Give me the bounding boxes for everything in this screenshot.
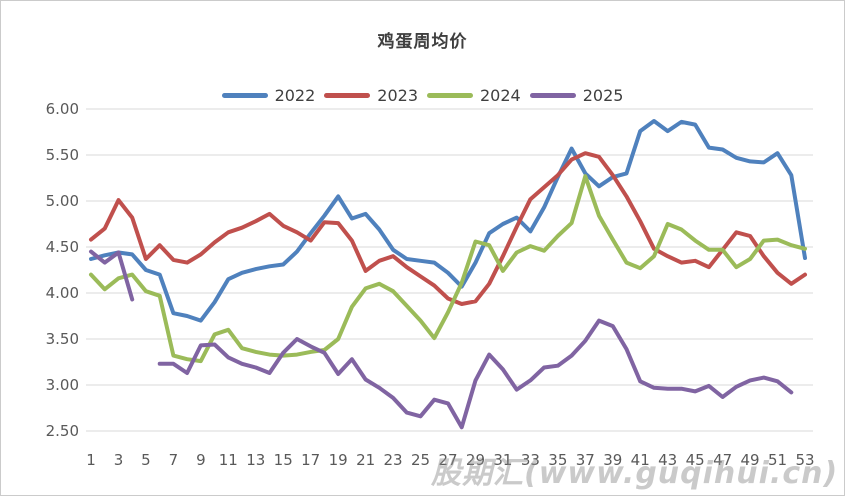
y-axis-labels: 6.00 5.50 5.00 4.50 4.00 3.50 3.00 2.50 [46, 100, 79, 440]
svg-text:5.00: 5.00 [46, 192, 79, 210]
legend-label: 2022 [274, 86, 316, 105]
svg-text:15: 15 [274, 451, 293, 469]
legend-swatch-2024 [427, 93, 473, 98]
legend: 2022 2023 2024 2025 [1, 86, 844, 105]
svg-text:3.00: 3.00 [46, 376, 79, 394]
svg-text:43: 43 [658, 451, 677, 469]
svg-text:53: 53 [795, 451, 814, 469]
svg-text:4.50: 4.50 [46, 238, 79, 256]
svg-text:33: 33 [521, 451, 540, 469]
svg-text:49: 49 [741, 451, 760, 469]
svg-text:7: 7 [169, 451, 179, 469]
legend-item: 2023 [324, 86, 418, 105]
svg-text:25: 25 [411, 451, 430, 469]
legend-swatch-2025 [529, 93, 576, 98]
series-lines [89, 119, 807, 430]
svg-text:37: 37 [576, 451, 595, 469]
svg-text:4.00: 4.00 [46, 284, 79, 302]
legend-item: 2025 [529, 86, 624, 105]
x-axis-labels: 1 3 5 7 9 11 13 15 17 19 21 23 25 27 29 31 33 35 37 39 41 43 4… [86, 451, 814, 469]
svg-text:2.50: 2.50 [46, 422, 79, 440]
chart-title: 鸡蛋周均价 [377, 32, 468, 52]
legend-label: 2024 [480, 86, 521, 105]
svg-text:9: 9 [196, 451, 206, 469]
svg-text:1: 1 [86, 451, 96, 469]
svg-text:6.00: 6.00 [46, 100, 79, 118]
svg-text:45: 45 [686, 451, 705, 469]
legend-label: 2023 [377, 86, 418, 105]
gridlines [86, 108, 813, 432]
svg-text:41: 41 [631, 451, 650, 469]
legend-item: 2024 [427, 86, 521, 105]
svg-text:27: 27 [438, 451, 457, 469]
svg-text:11: 11 [219, 451, 238, 469]
legend-item: 2022 [221, 86, 316, 105]
svg-text:3.50: 3.50 [46, 330, 79, 348]
svg-text:51: 51 [768, 451, 787, 469]
svg-text:29: 29 [466, 451, 485, 469]
svg-text:35: 35 [548, 451, 567, 469]
svg-text:5: 5 [141, 451, 151, 469]
svg-text:5.50: 5.50 [46, 146, 79, 164]
svg-text:31: 31 [493, 451, 512, 469]
svg-text:3: 3 [114, 451, 124, 469]
svg-text:21: 21 [356, 451, 375, 469]
svg-text:13: 13 [246, 451, 265, 469]
legend-label: 2025 [582, 86, 624, 105]
svg-text:39: 39 [603, 451, 622, 469]
svg-text:19: 19 [329, 451, 348, 469]
legend-swatch-2022 [221, 93, 268, 98]
svg-text:47: 47 [713, 451, 732, 469]
svg-text:17: 17 [301, 451, 320, 469]
svg-text:23: 23 [384, 451, 403, 469]
legend-swatch-2023 [324, 93, 371, 98]
